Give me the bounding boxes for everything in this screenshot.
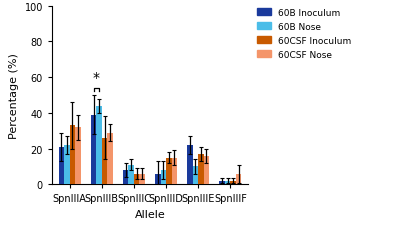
Bar xyxy=(134,174,139,184)
Bar xyxy=(161,170,166,184)
Bar xyxy=(59,147,64,184)
Bar xyxy=(139,174,145,184)
Bar xyxy=(198,154,204,184)
Bar xyxy=(225,181,230,184)
Bar xyxy=(166,158,172,184)
Bar xyxy=(204,156,209,184)
Bar xyxy=(96,106,102,184)
Bar xyxy=(128,165,134,184)
Bar xyxy=(236,174,241,184)
Bar xyxy=(155,174,161,184)
Text: *: * xyxy=(93,71,100,85)
Bar xyxy=(172,158,177,184)
Bar xyxy=(187,145,193,184)
Legend: 60B Inoculum, 60B Nose, 60CSF Inoculum, 60CSF Nose: 60B Inoculum, 60B Nose, 60CSF Inoculum, … xyxy=(256,8,352,60)
Bar xyxy=(70,126,75,184)
Bar xyxy=(64,145,70,184)
Bar xyxy=(75,128,80,184)
Bar xyxy=(91,115,96,184)
X-axis label: Allele: Allele xyxy=(135,209,165,219)
Bar xyxy=(107,133,113,184)
Bar xyxy=(220,181,225,184)
Bar xyxy=(123,170,128,184)
Bar xyxy=(230,181,236,184)
Bar xyxy=(102,138,107,184)
Bar xyxy=(193,167,198,184)
Y-axis label: Percentage (%): Percentage (%) xyxy=(9,53,19,138)
